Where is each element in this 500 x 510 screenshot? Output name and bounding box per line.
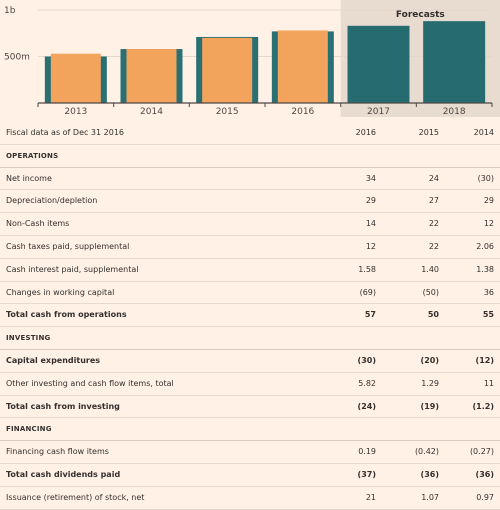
x-tick-label-2017: 2017 [367, 107, 390, 117]
y-tick-label: 500m [4, 53, 30, 63]
total-row: Total cash from investing (24) (19) (1.2) [0, 396, 500, 419]
row-value-col-3: (0.27) [469, 447, 494, 457]
row-label: OPERATIONS [6, 151, 59, 160]
total-row: Capital expenditures (30) (20) (12) [0, 350, 500, 373]
row-value-col-1: (30) [357, 355, 376, 365]
row-value-col-2: (50) [422, 287, 439, 297]
row-label: Net income [6, 173, 52, 183]
row-label: Total cash from investing [6, 401, 120, 411]
x-tick-label-2018: 2018 [443, 107, 466, 117]
x-tick-label-2016: 2016 [291, 107, 314, 117]
row-label: Total cash from operations [6, 310, 127, 320]
header-year-2014: 2014 [473, 128, 494, 137]
row-value-col-1: 29 [365, 196, 376, 206]
row-value-col-1: 34 [365, 173, 376, 183]
row-value-col-2: 24 [428, 173, 439, 183]
row-value-col-1: (37) [357, 469, 376, 479]
section-header-row: OPERATIONS [0, 145, 500, 168]
row-value-col-3: 1.38 [476, 264, 494, 274]
table-row: Depreciation/depletion 29 27 29 [0, 190, 500, 214]
row-value-col-2: 27 [428, 196, 439, 206]
row-label: Cash interest paid, supplemental [6, 264, 139, 274]
table-row: Cash interest paid, supplemental 1.58 1.40… [0, 259, 500, 282]
row-value-col-1: 12 [365, 241, 376, 251]
row-value-col-2: (0.42) [414, 447, 439, 457]
row-value-col-3: (1.2) [472, 401, 494, 411]
table-header-label: Fiscal data as of Dec 31 2016 [6, 128, 125, 137]
row-value-col-2: 22 [428, 219, 439, 229]
row-value-col-2: (36) [420, 469, 439, 479]
row-value-col-2: (20) [420, 355, 439, 365]
row-label: Depreciation/depletion [6, 196, 98, 206]
table-row: Non-Cash items 14 22 12 [0, 213, 500, 236]
row-value-col-3: (36) [475, 469, 494, 479]
row-value-col-3: 11 [483, 378, 494, 388]
total-row: Total cash from operations 57 50 55 [0, 304, 500, 328]
row-label: Changes in working capital [6, 287, 115, 297]
row-label: INVESTING [6, 334, 51, 343]
row-value-col-1: 0.19 [358, 447, 376, 457]
row-value-col-3: 55 [482, 310, 494, 320]
table-row: Net income 34 24 (30) [0, 168, 500, 191]
row-value-col-2: 50 [427, 310, 439, 320]
row-label: Non-Cash items [6, 219, 70, 229]
table-row: Other investing and cash flow items, tot… [0, 373, 500, 396]
table-row: Cash taxes paid, supplemental 12 22 2.06 [0, 236, 500, 259]
cash-flow-table: Fiscal data as of Dec 31 2016 2016 2015 … [0, 122, 500, 510]
table-header-row: Fiscal data as of Dec 31 2016 2016 2015 … [0, 122, 500, 145]
x-tick-label-2014: 2014 [140, 107, 163, 117]
y-tick-label: 1b [4, 6, 16, 16]
row-value-col-3: (12) [475, 355, 494, 365]
bar-forecast-2017 [347, 25, 410, 104]
table-body: OPERATIONS Net income 34 24 (30) Depreciation… [0, 145, 500, 510]
table-row: Changes in working capital (69) (50) 36 [0, 282, 500, 305]
row-value-col-2: 1.29 [421, 378, 439, 388]
table-row: Issuance (retirement) of stock, net 21 1.0… [0, 487, 500, 510]
section-header-row: FINANCING [0, 418, 500, 442]
row-label: Total cash dividends paid [6, 469, 121, 479]
row-value-col-1: 5.82 [358, 378, 376, 388]
row-value-col-1: (69) [359, 287, 376, 297]
section-header-row: INVESTING [0, 327, 500, 350]
forecast-label: Forecasts [396, 10, 445, 20]
header-year-2016: 2016 [355, 128, 376, 137]
total-row: Total cash dividends paid (37) (36) (36) [0, 464, 500, 487]
row-label: Other investing and cash flow items, tot… [6, 378, 174, 388]
row-value-col-2: (19) [420, 401, 439, 411]
bar-2014 [126, 49, 177, 103]
row-label: Financing cash flow items [6, 447, 109, 457]
x-tick-label-2015: 2015 [216, 107, 239, 117]
bar-2015 [202, 37, 253, 103]
row-value-col-3: 29 [483, 196, 494, 206]
bar-2013 [50, 53, 101, 103]
row-value-col-3: 0.97 [476, 492, 494, 502]
row-value-col-3: (30) [477, 173, 494, 183]
row-label: Cash taxes paid, supplemental [6, 241, 130, 251]
bar-2016 [277, 30, 328, 103]
row-value-col-2: 1.40 [421, 264, 439, 274]
row-label: FINANCING [6, 425, 52, 434]
x-tick-label-2013: 2013 [64, 107, 87, 117]
header-year-2015: 2015 [418, 128, 439, 137]
row-value-col-1: (24) [357, 401, 376, 411]
row-label: Issuance (retirement) of stock, net [6, 492, 145, 502]
row-value-col-3: 12 [483, 219, 494, 229]
row-value-col-3: 36 [483, 287, 494, 297]
row-label: Capital expenditures [6, 355, 101, 365]
table-row: Financing cash flow items 0.19 (0.42) (0.27… [0, 441, 500, 464]
row-value-col-1: 21 [365, 492, 376, 502]
row-value-col-3: 2.06 [476, 241, 494, 251]
bar-forecast-2018 [423, 21, 486, 103]
bar-chart: 500m 1b 2013 2014 2015 2016 2017 2018 Forecasts [4, 0, 500, 117]
row-value-col-2: 22 [428, 241, 439, 251]
row-value-col-1: 57 [364, 310, 376, 320]
row-value-col-1: 1.58 [358, 264, 376, 274]
row-value-col-1: 14 [365, 219, 376, 229]
